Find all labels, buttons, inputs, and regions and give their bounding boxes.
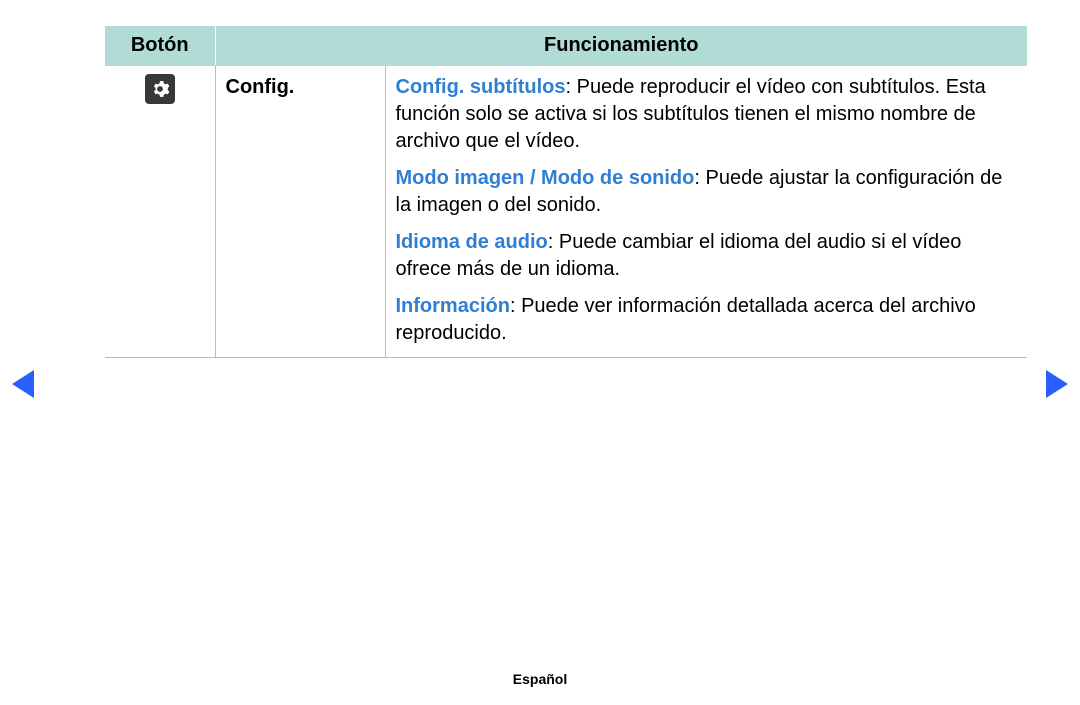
desc-item: Modo imagen / Modo de sonido: Puede ajus… <box>396 165 1018 219</box>
table-container: Botón Funcionamiento Config. <box>105 26 1027 358</box>
header-function: Funcionamiento <box>215 26 1027 66</box>
function-description-cell: Config. subtítulos: Puede reproducir el … <box>385 66 1027 358</box>
desc-term: Modo imagen / Modo de sonido <box>396 167 695 189</box>
footer-language: Español <box>0 671 1080 687</box>
button-function-table: Botón Funcionamiento Config. <box>105 26 1027 358</box>
table-row: Config. Config. subtítulos: Puede reprod… <box>105 66 1027 358</box>
desc-item: Config. subtítulos: Puede reproducir el … <box>396 74 1018 155</box>
manual-page: Botón Funcionamiento Config. <box>0 0 1080 705</box>
desc-term: Información <box>396 295 510 317</box>
prev-page-arrow[interactable] <box>12 370 34 398</box>
desc-item: Información: Puede ver información detal… <box>396 293 1018 347</box>
button-icon-cell <box>105 66 215 358</box>
desc-term: Config. subtítulos <box>396 76 566 98</box>
gear-icon <box>145 74 175 104</box>
next-page-arrow[interactable] <box>1046 370 1068 398</box>
button-label-cell: Config. <box>215 66 385 358</box>
header-button: Botón <box>105 26 215 66</box>
desc-item: Idioma de audio: Puede cambiar el idioma… <box>396 229 1018 283</box>
desc-term: Idioma de audio <box>396 231 548 253</box>
